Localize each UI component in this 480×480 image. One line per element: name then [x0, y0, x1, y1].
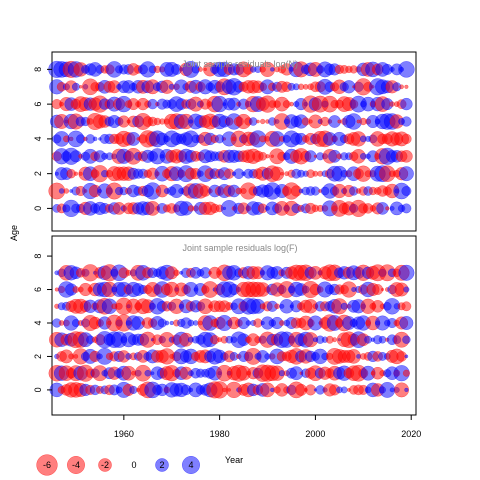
y-tick-label: 8 [33, 254, 43, 259]
x-tick-label: 2000 [305, 429, 325, 439]
y-tick-label: 0 [33, 206, 43, 211]
residual-bubble [245, 320, 252, 326]
x-tick-label: 1980 [210, 429, 230, 439]
panel-log-n: Joint sample residuals log(N) 0 2 4 6 8 [33, 51, 417, 232]
residual-bubble [402, 335, 411, 344]
residual-bubble [289, 101, 294, 107]
residual-bubble [385, 206, 390, 211]
residual-bubble [399, 84, 404, 90]
panel-log-f: Joint sample residuals log(F) 0 2 4 6 8 [33, 235, 417, 416]
residual-bubble [274, 303, 280, 310]
residual-bubble [401, 301, 412, 312]
panel-title: Joint sample residuals log(F) [182, 243, 297, 253]
x-tick-label: 2020 [401, 429, 421, 439]
residual-bubble [54, 287, 59, 292]
residual-bubble [332, 337, 338, 343]
residual-bubble [402, 369, 410, 377]
residual-bubble [398, 61, 415, 78]
x-axis: 1960 1980 2000 2020 [114, 415, 421, 439]
residual-bubble [269, 166, 285, 181]
legend-bubble [36, 454, 58, 476]
residual-bubble [192, 320, 199, 326]
legend-label: 2 [159, 460, 164, 470]
residual-bubble [198, 66, 203, 72]
residual-bubble [401, 186, 412, 196]
residual-bubble [222, 387, 227, 393]
residual-bubble [256, 119, 260, 124]
legend-bubble [67, 456, 85, 474]
y-tick-label: 2 [33, 354, 43, 359]
panel-frame [51, 235, 417, 416]
residual-bubble [73, 171, 79, 176]
residual-bubble [173, 269, 180, 277]
y-tick-label: 4 [33, 136, 43, 141]
legend-label: -2 [101, 460, 109, 470]
residual-bubble [364, 335, 373, 344]
residual-bubble [260, 118, 266, 125]
legend-label: -6 [43, 460, 51, 470]
residual-bubble [129, 385, 138, 394]
residual-bubble [404, 354, 409, 359]
residual-bubble [380, 287, 385, 292]
residual-bubble [401, 116, 412, 127]
residual-bubble [389, 387, 395, 393]
legend-bubble [155, 458, 169, 472]
residual-bubble [164, 320, 170, 326]
legend-bubble [98, 458, 112, 472]
y-tick-label: 2 [33, 171, 43, 176]
y-tick-label: 6 [33, 102, 43, 107]
residual-bubble [404, 84, 409, 89]
panel-frame [51, 51, 417, 232]
residual-bubble [63, 188, 70, 194]
legend-label: -4 [72, 460, 80, 470]
y-tick-label: 0 [33, 387, 43, 392]
y-tick-label: 8 [33, 67, 43, 72]
y-axis: 0 2 4 6 8 [33, 254, 52, 392]
bubble-layer [48, 264, 415, 399]
residual-bubble [389, 101, 395, 107]
legend: -6 -4 -2 0 2 4 [36, 454, 200, 476]
residual-bubble [399, 316, 414, 330]
residual-bubble [398, 166, 414, 182]
legend-bubble [182, 456, 200, 474]
residual-bubble [248, 117, 258, 126]
residual-bubble [78, 85, 83, 89]
residual-bubble [169, 320, 174, 326]
residual-bubble [340, 386, 348, 394]
residual-bubble [356, 354, 361, 359]
y-axis-label: Age [9, 225, 19, 241]
residual-bubble [337, 119, 342, 124]
residual-bubble [400, 97, 413, 111]
bubble-layer [48, 60, 415, 218]
y-axis: 0 2 4 6 8 [33, 67, 52, 211]
residual-bubble [92, 136, 98, 142]
residual-bubble [401, 133, 412, 145]
residual-bubble [280, 171, 284, 176]
panel-title: Joint sample residuals log(N) [182, 59, 298, 69]
residual-bubble [404, 387, 409, 393]
y-tick-label: 6 [33, 287, 43, 292]
residual-bubble [378, 335, 387, 344]
residual-bubble [394, 382, 410, 398]
residual-bubble [400, 149, 413, 163]
residual-bubble [265, 154, 270, 159]
legend-label: 0 [131, 460, 136, 470]
y-tick-label: 4 [33, 320, 43, 325]
x-tick-label: 1960 [114, 429, 134, 439]
residual-bubble [71, 82, 80, 91]
x-axis-label: Year [225, 455, 243, 465]
residual-bubble [403, 286, 410, 293]
legend-label: 4 [188, 460, 193, 470]
residual-bubble [398, 264, 415, 281]
residual-bubble [401, 203, 412, 214]
residual-bubble [58, 188, 65, 194]
residual-bubble [144, 369, 152, 377]
